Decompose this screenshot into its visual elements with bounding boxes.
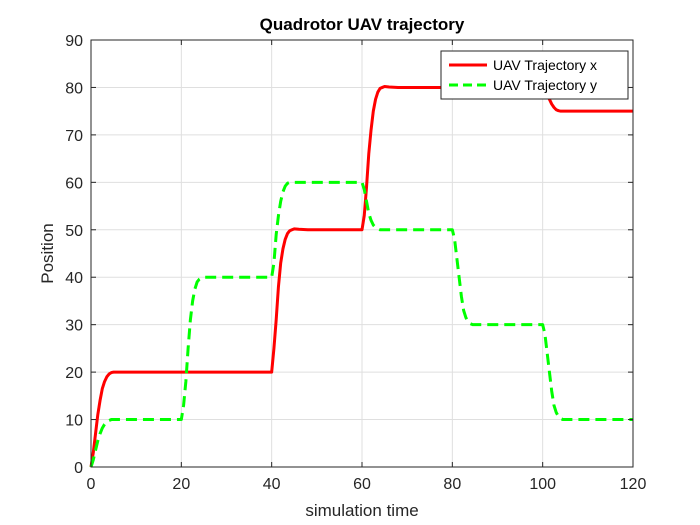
legend-label: UAV Trajectory x bbox=[493, 57, 597, 73]
y-tick-label: 70 bbox=[65, 128, 83, 145]
x-axis-ticks: 0 20 40 60 80 100 120 bbox=[87, 40, 647, 493]
x-tick-label: 120 bbox=[620, 476, 647, 493]
legend: UAV Trajectory x UAV Trajectory y bbox=[440, 50, 629, 100]
y-axis-ticks: 0 10 20 30 40 50 60 70 80 90 bbox=[65, 33, 633, 477]
y-tick-label: 60 bbox=[65, 175, 83, 192]
x-tick-label: 60 bbox=[353, 476, 371, 493]
x-axis-label: simulation time bbox=[305, 501, 418, 520]
series-layer bbox=[89, 85, 633, 468]
x-tick-label: 100 bbox=[529, 476, 556, 493]
series-line-trajectory-x bbox=[89, 85, 633, 468]
chart-title: Quadrotor UAV trajectory bbox=[260, 15, 465, 34]
legend-box bbox=[440, 50, 629, 100]
x-tick-label: 40 bbox=[263, 476, 281, 493]
x-tick-label: 20 bbox=[172, 476, 190, 493]
legend-label: UAV Trajectory y bbox=[493, 77, 597, 93]
y-tick-label: 10 bbox=[65, 413, 83, 430]
x-tick-label: 0 bbox=[87, 476, 96, 493]
y-axis-label: Position bbox=[38, 223, 57, 283]
y-tick-label: 20 bbox=[65, 365, 83, 382]
series-line-trajectory-y bbox=[89, 180, 633, 468]
y-tick-label: 30 bbox=[65, 318, 83, 335]
y-tick-label: 50 bbox=[65, 223, 83, 240]
y-tick-label: 40 bbox=[65, 270, 83, 287]
y-tick-label: 0 bbox=[74, 460, 83, 477]
y-tick-label: 80 bbox=[65, 80, 83, 97]
y-tick-label: 90 bbox=[65, 33, 83, 50]
x-tick-label: 80 bbox=[443, 476, 461, 493]
